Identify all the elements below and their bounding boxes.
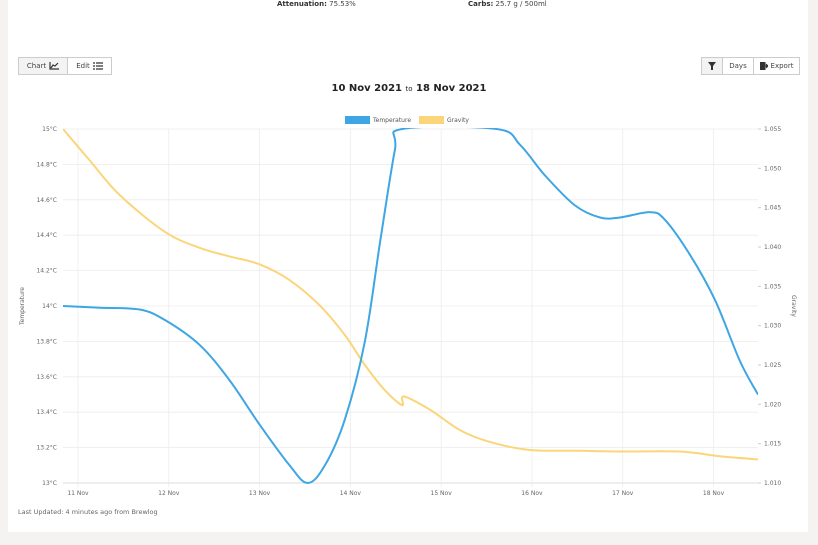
y-tick-label: 13°C xyxy=(42,480,57,487)
label: Attenuation: xyxy=(277,0,327,8)
icon xyxy=(49,62,60,70)
legend-swatch xyxy=(345,116,370,124)
label: Carbs: xyxy=(468,0,494,8)
y2-tick-label: 1.020 xyxy=(764,401,781,408)
value: 25.7 g / 500ml xyxy=(495,0,547,8)
y2-tick-label: 1.040 xyxy=(764,244,781,251)
legend-label: Temperature xyxy=(372,117,411,124)
icon xyxy=(92,62,103,70)
legend-label: Gravity xyxy=(447,117,469,124)
x-tick-label: 15 Nov xyxy=(431,490,453,497)
y2-tick-label: 1.045 xyxy=(764,205,781,212)
y2-tick-label: 1.025 xyxy=(764,362,781,369)
y-tick-label: 14°C xyxy=(42,303,57,310)
y-tick-label: 13.8°C xyxy=(36,338,57,345)
to: 18 Nov 2021 xyxy=(416,83,487,94)
y-tick-label: 14.2°C xyxy=(36,268,57,275)
y-tick-label: 14.6°C xyxy=(36,197,57,204)
y2-tick-label: 1.050 xyxy=(764,165,781,172)
y2-tick-label: 1.030 xyxy=(764,323,781,330)
y-tick-label: 13.4°C xyxy=(36,409,57,416)
export-button[interactable]: Export xyxy=(753,57,800,75)
y2-tick-label: 1.035 xyxy=(764,283,781,290)
label: Chart xyxy=(26,62,47,70)
label: Days xyxy=(729,62,747,70)
y2-tick-label: 1.010 xyxy=(764,480,781,487)
value: 75.53% xyxy=(329,0,356,8)
icon xyxy=(708,62,716,70)
edit-button[interactable]: Edit xyxy=(67,57,112,75)
y-tick-label: 14.4°C xyxy=(36,232,57,239)
y-tick-label: 13.6°C xyxy=(36,374,57,381)
y-tick-label: 13.2°C xyxy=(36,445,57,452)
from: 10 Nov 2021 xyxy=(331,83,402,94)
icon xyxy=(759,62,768,70)
y2-tick-label: 1.015 xyxy=(764,441,781,448)
attenuation: Attenuation: 75.53% xyxy=(277,0,356,8)
y-axis-title: Temperature xyxy=(19,287,26,326)
date-range: 10 Nov 2021 to 18 Nov 2021 xyxy=(0,83,818,94)
x-tick-label: 13 Nov xyxy=(249,490,271,497)
y-tick-label: 14.8°C xyxy=(36,161,57,168)
label: Export xyxy=(770,62,794,70)
series-line xyxy=(63,128,758,484)
series-line xyxy=(63,128,758,461)
carbs: Carbs: 25.7 g / 500ml xyxy=(468,0,547,8)
y2-tick-label: 1.055 xyxy=(764,126,781,133)
x-tick-label: 16 Nov xyxy=(521,490,543,497)
x-tick-label: 12 Nov xyxy=(158,490,180,497)
x-tick-label: 14 Nov xyxy=(340,490,362,497)
y-tick-label: 15°C xyxy=(42,126,57,133)
x-tick-label: 17 Nov xyxy=(612,490,634,497)
label: Edit xyxy=(76,62,90,70)
separator: to xyxy=(405,85,413,93)
x-tick-label: 18 Nov xyxy=(703,490,725,497)
legend-swatch xyxy=(419,116,445,124)
x-tick-label: 11 Nov xyxy=(67,490,89,497)
y2-axis-title: Gravity xyxy=(790,295,797,317)
card xyxy=(8,0,808,532)
last-updated: Last Updated: 4 minutes ago from Brewlog xyxy=(18,508,158,516)
